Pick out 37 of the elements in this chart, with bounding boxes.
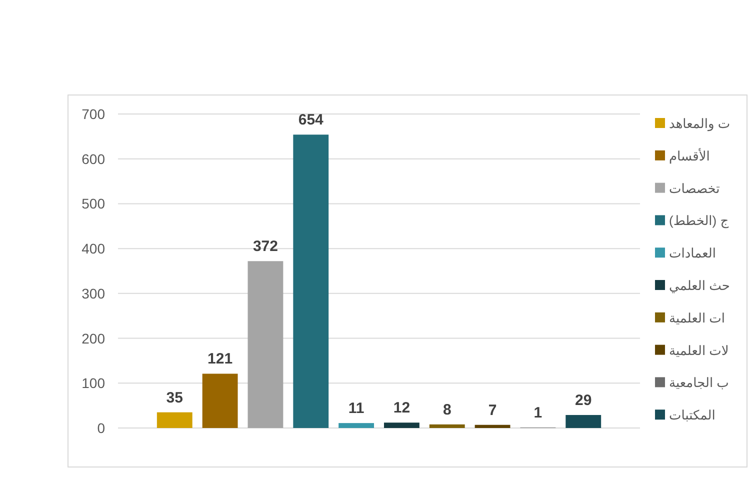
y-tick-label: 300 xyxy=(82,285,106,302)
data-label: 11 xyxy=(348,400,364,418)
legend-label: العمادات xyxy=(669,246,716,261)
y-tick-label: 500 xyxy=(82,196,106,212)
y-tick-label: 0 xyxy=(97,420,106,436)
bar xyxy=(338,423,374,428)
y-tick-label: 700 xyxy=(82,106,106,122)
legend-label: لات العلمية xyxy=(669,342,729,358)
bar xyxy=(566,414,602,428)
bar xyxy=(384,422,420,428)
data-label: 372 xyxy=(252,238,278,256)
legend-label: ج (الخطط) xyxy=(669,213,730,230)
data-label: 12 xyxy=(393,400,410,417)
bar xyxy=(293,134,329,428)
data-label: 7 xyxy=(488,402,497,419)
y-tick-label: 600 xyxy=(82,150,106,167)
data-label: 121 xyxy=(208,350,233,368)
legend-label: ات العلمية xyxy=(669,310,726,326)
data-label: 29 xyxy=(575,392,592,409)
bar xyxy=(248,261,284,428)
y-tick-label: 400 xyxy=(82,240,106,257)
legend-label: تخصصات xyxy=(669,180,720,196)
bar xyxy=(202,374,238,428)
bar xyxy=(156,412,192,428)
y-tick-label: 100 xyxy=(82,375,106,392)
data-label: 8 xyxy=(442,401,452,418)
data-label: 654 xyxy=(298,112,324,129)
legend-label: حث العلمي xyxy=(669,278,730,294)
y-tick-label: 200 xyxy=(82,330,106,346)
bar xyxy=(429,424,465,428)
bar xyxy=(474,424,510,428)
legend-label: ت والمعاهد xyxy=(669,116,730,132)
legend-label: المكتبات xyxy=(669,408,716,423)
legend-label: الأقسام xyxy=(669,147,710,164)
data-label: 35 xyxy=(166,389,183,406)
legend-label: ب الجامعية xyxy=(669,375,729,390)
data-label: 1 xyxy=(534,404,542,422)
